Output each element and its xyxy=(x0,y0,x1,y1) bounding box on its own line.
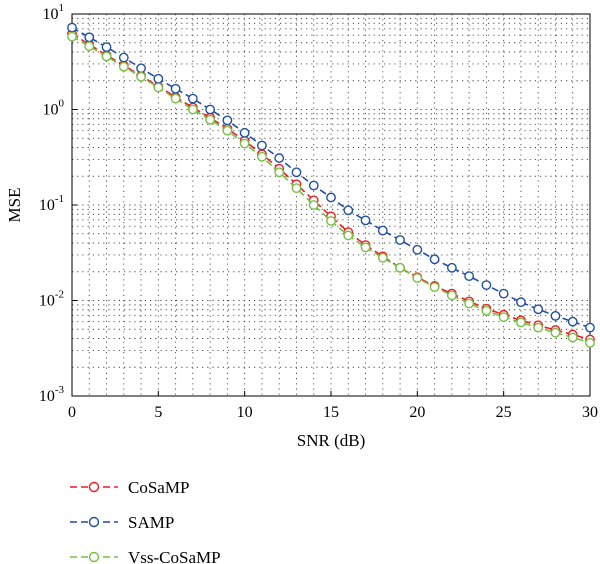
data-point xyxy=(377,225,388,236)
data-point xyxy=(446,290,457,301)
legend-item: CoSaMP xyxy=(70,478,189,497)
data-point xyxy=(84,32,95,43)
data-point xyxy=(257,140,267,151)
data-point xyxy=(464,298,475,309)
data-point xyxy=(360,242,371,253)
data-point xyxy=(308,200,319,210)
data-point xyxy=(395,235,405,245)
data-point xyxy=(257,151,267,162)
y-tick-label: 101 xyxy=(43,2,65,23)
legend-marker xyxy=(88,551,100,563)
data-point xyxy=(550,310,561,321)
data-point xyxy=(585,322,595,333)
data-point xyxy=(170,93,181,104)
data-point xyxy=(412,273,423,283)
data-point xyxy=(153,73,164,84)
data-point xyxy=(395,262,405,273)
x-tick-label: 25 xyxy=(496,404,512,421)
data-point xyxy=(308,180,319,191)
data-point xyxy=(429,282,440,293)
data-point xyxy=(187,104,198,115)
y-tick-label: 10-1 xyxy=(39,193,64,214)
legend: CoSaMP SAMP Vss-CoSaMP xyxy=(70,478,221,564)
data-point xyxy=(291,167,302,178)
series-vss-cosamp xyxy=(67,31,595,348)
data-point xyxy=(516,297,526,308)
data-point xyxy=(533,322,544,333)
data-point xyxy=(326,216,336,226)
x-tick-label: 30 xyxy=(582,404,598,421)
data-point xyxy=(585,337,595,348)
data-point xyxy=(205,114,216,125)
data-point xyxy=(67,22,77,33)
data-point xyxy=(343,230,354,241)
data-point xyxy=(222,125,233,136)
data-point xyxy=(136,63,146,74)
x-tick-label: 10 xyxy=(237,404,253,421)
legend-label: Vss-CoSaMP xyxy=(128,548,221,564)
data-point xyxy=(498,288,509,299)
y-tick-label: 10-2 xyxy=(39,289,64,310)
data-point xyxy=(291,183,302,194)
data-point xyxy=(567,332,578,343)
y-axis-title: MSE xyxy=(5,188,24,223)
data-point xyxy=(84,41,95,52)
x-tick-label: 15 xyxy=(323,404,339,421)
data-point xyxy=(170,83,181,94)
y-tick-label: 100 xyxy=(43,98,65,119)
data-point xyxy=(101,51,112,62)
x-tick-label: 20 xyxy=(409,404,425,421)
data-point xyxy=(446,262,457,273)
legend-item: SAMP xyxy=(70,513,174,532)
data-point xyxy=(377,252,388,263)
legend-label: CoSaMP xyxy=(128,478,189,497)
data-point xyxy=(136,71,146,82)
data-point xyxy=(101,42,112,53)
data-point xyxy=(239,127,250,138)
data-point xyxy=(481,280,492,290)
series-layer xyxy=(67,22,595,348)
legend-marker xyxy=(88,516,100,528)
y-tick-label: 10-3 xyxy=(39,384,65,405)
legend-item: Vss-CoSaMP xyxy=(70,548,221,564)
data-point xyxy=(274,167,285,178)
x-tick-label: 0 xyxy=(68,404,76,421)
series-samp xyxy=(67,22,595,333)
legend-label: SAMP xyxy=(128,513,174,532)
data-point xyxy=(205,104,216,115)
data-point xyxy=(429,254,440,265)
data-point xyxy=(498,312,509,323)
data-point xyxy=(567,316,578,327)
data-point xyxy=(533,304,544,315)
data-point xyxy=(326,192,336,203)
data-point xyxy=(239,138,250,149)
legend-marker xyxy=(88,481,100,493)
data-point xyxy=(118,52,129,63)
data-point xyxy=(343,205,354,216)
data-point xyxy=(222,115,233,126)
data-point xyxy=(516,317,526,328)
data-point xyxy=(360,215,371,226)
data-point xyxy=(274,153,285,163)
data-point xyxy=(118,61,129,72)
x-tick-label: 5 xyxy=(154,404,162,421)
series-line xyxy=(71,26,591,329)
data-point xyxy=(67,31,77,42)
data-point xyxy=(153,82,164,93)
data-point xyxy=(550,327,561,338)
data-point xyxy=(412,244,423,255)
data-point xyxy=(481,305,492,316)
x-axis-title: SNR (dB) xyxy=(297,431,365,450)
data-point xyxy=(464,271,475,282)
data-point xyxy=(187,93,198,104)
grid xyxy=(72,14,590,396)
